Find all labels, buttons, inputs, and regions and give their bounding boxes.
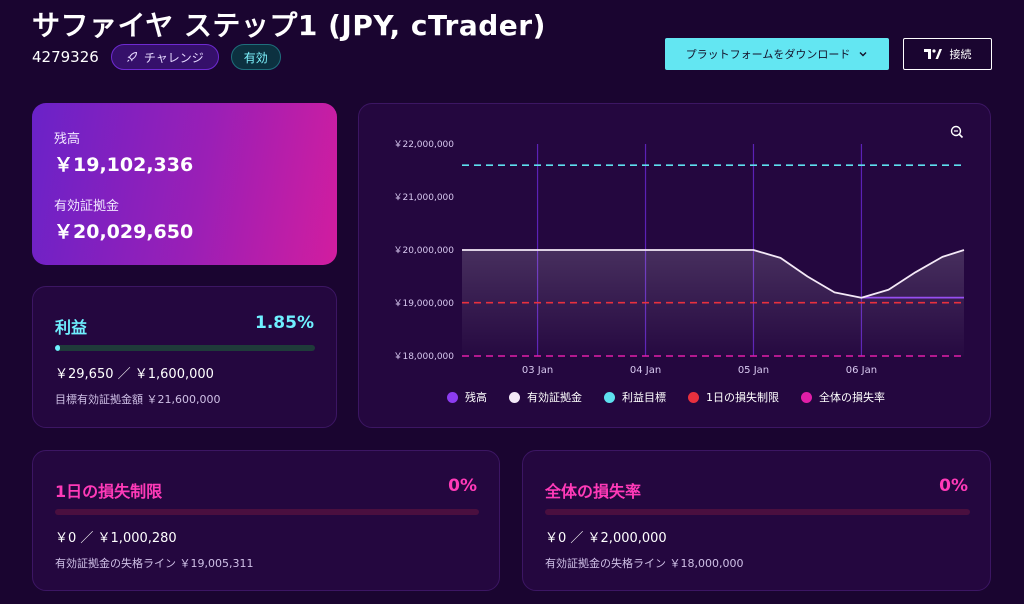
overall-loss-card: 全体の損失率 0% ￥0 ／ ￥2,000,000 有効証拠金の失格ライン ￥1… — [522, 450, 991, 591]
account-row: 4279326 チャレンジ 有効 — [32, 44, 281, 70]
connect-button[interactable]: 接続 — [903, 38, 992, 70]
download-platform-label: プラットフォームをダウンロード — [685, 48, 851, 61]
legend-label: 利益目標 — [622, 391, 666, 404]
legend-dot-icon — [801, 391, 812, 403]
legend-dot-icon — [509, 391, 520, 403]
chart-x-tick-label: 05 Jan — [738, 365, 769, 376]
legend-item[interactable]: 1日の損失制限 — [688, 389, 779, 405]
chart-legend: 残高 有効証拠金 利益目標 1日の損失制限 全体の損失率 — [447, 389, 885, 405]
chart-y-tick-label: ￥19,000,000 — [393, 299, 454, 309]
chart-y-tick-label: ￥20,000,000 — [393, 246, 454, 256]
profit-card: 利益 1.85% ￥29,650 ／ ￥1,600,000 目標有効証拠金額 ￥… — [32, 286, 337, 428]
overall-loss-line: 有効証拠金の失格ライン ￥18,000,000 — [545, 557, 744, 570]
legend-label: 有効証拠金 — [527, 391, 582, 404]
profit-title: 利益 — [55, 318, 88, 337]
chart-x-tick-label: 06 Jan — [846, 365, 877, 376]
chart-y-tick-label: ￥22,000,000 — [393, 140, 454, 150]
equity-chart: 03 Jan 04 Jan 05 Jan 06 Jan ￥22,000,000 ￥21,0… — [393, 140, 965, 376]
legend-dot-icon — [447, 391, 458, 403]
equity-value: ￥20,029,650 — [54, 221, 194, 243]
legend-dot-icon — [688, 391, 699, 403]
legend-dot-icon — [604, 391, 615, 403]
daily-loss-percent: 0% — [448, 476, 477, 496]
legend-label: 残高 — [465, 391, 487, 404]
legend-label: 1日の損失制限 — [706, 391, 779, 404]
download-platform-button[interactable]: プラットフォームをダウンロード — [665, 38, 889, 70]
equity-chart-card: 03 Jan 04 Jan 05 Jan 06 Jan ￥22,000,000 ￥21,0… — [358, 103, 991, 428]
equity-label: 有効証拠金 — [54, 199, 120, 214]
daily-loss-line: 有効証拠金の失格ライン ￥19,005,311 — [55, 557, 254, 570]
overall-loss-percent: 0% — [939, 476, 968, 496]
chart-equity-line — [462, 249, 965, 299]
account-id: 4279326 — [32, 48, 99, 66]
overall-loss-amount: ￥0 ／ ￥2,000,000 — [545, 531, 667, 546]
zoom-icon[interactable] — [949, 124, 965, 140]
profit-percent: 1.85% — [255, 313, 314, 333]
daily-loss-card: 1日の損失制限 0% ￥0 ／ ￥1,000,280 有効証拠金の失格ライン ￥… — [32, 450, 500, 591]
status-badge: 有効 — [230, 44, 281, 70]
page-title: サファイヤ ステップ1 (JPY, cTrader) — [32, 9, 546, 42]
tradingview-icon — [923, 49, 942, 59]
chart-x-tick-label: 04 Jan — [630, 365, 661, 376]
rocket-icon — [126, 51, 137, 62]
overall-loss-title: 全体の損失率 — [545, 482, 642, 501]
overall-loss-progress-track — [545, 509, 970, 515]
challenge-badge: チャレンジ — [110, 44, 219, 70]
daily-loss-amount: ￥0 ／ ￥1,000,280 — [55, 531, 177, 546]
legend-item[interactable]: 残高 — [447, 389, 487, 405]
chevron-down-icon — [859, 52, 867, 57]
legend-item[interactable]: 利益目標 — [604, 389, 666, 405]
connect-button-label: 接続 — [949, 48, 972, 61]
legend-item[interactable]: 有効証拠金 — [509, 389, 582, 405]
daily-loss-progress-track — [55, 509, 479, 515]
chart-x-tick-label: 03 Jan — [522, 365, 553, 376]
legend-item[interactable]: 全体の損失率 — [801, 389, 885, 405]
chart-y-tick-label: ￥21,000,000 — [393, 193, 454, 203]
chart-y-tick-label: ￥18,000,000 — [393, 352, 454, 362]
profit-progress-fill — [55, 345, 60, 351]
profit-amount: ￥29,650 ／ ￥1,600,000 — [55, 367, 214, 382]
balance-card: 残高 ￥19,102,336 有効証拠金 ￥20,029,650 — [32, 103, 337, 265]
daily-loss-title: 1日の損失制限 — [55, 482, 163, 501]
balance-label: 残高 — [54, 132, 81, 147]
chart-equity-area — [462, 250, 964, 356]
challenge-badge-label: チャレンジ — [143, 50, 204, 65]
legend-label: 全体の損失率 — [819, 391, 885, 404]
balance-value: ￥19,102,336 — [54, 154, 194, 176]
profit-target: 目標有効証拠金額 ￥21,600,000 — [55, 393, 221, 406]
profit-progress-track — [55, 345, 315, 351]
